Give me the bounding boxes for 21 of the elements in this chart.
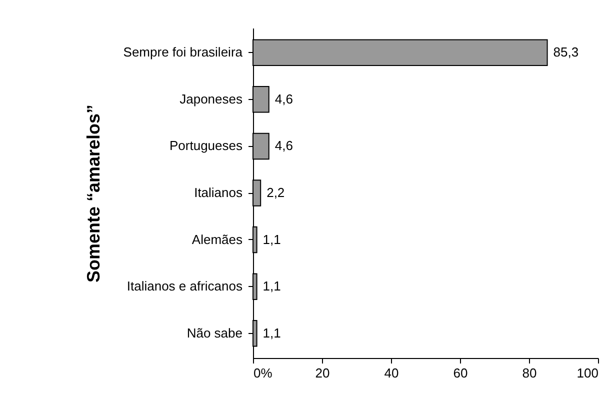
data-label: 2,2 <box>266 185 285 200</box>
data-label: 4,6 <box>274 91 293 106</box>
y-tick-label: Portugueses <box>170 138 243 154</box>
x-tick-label: 60 <box>453 366 468 380</box>
data-label: 1,1 <box>262 278 281 294</box>
y-tick-label: Italianos e africanos <box>126 278 243 294</box>
data-label: 1,1 <box>262 325 281 340</box>
x-tick-label: 0% <box>254 366 273 380</box>
y-tick-label: Italianos <box>194 185 243 200</box>
y-tick-label: Japoneses <box>180 91 243 106</box>
data-label: 4,6 <box>274 138 293 154</box>
y-tick-label: Sempre foi brasileira <box>123 44 244 60</box>
x-tick-label: 40 <box>384 366 399 380</box>
y-tick-label: Alemães <box>192 232 243 247</box>
y-tick-label: Não sabe <box>186 325 242 340</box>
x-tick-label: 80 <box>522 366 537 380</box>
data-label: 1,1 <box>262 232 281 247</box>
x-tick-label: 20 <box>315 366 330 380</box>
data-label: 85,3 <box>553 44 579 60</box>
y-axis-title: Somente “amarelos” <box>84 104 104 283</box>
x-tick-label: 100 <box>576 366 598 380</box>
